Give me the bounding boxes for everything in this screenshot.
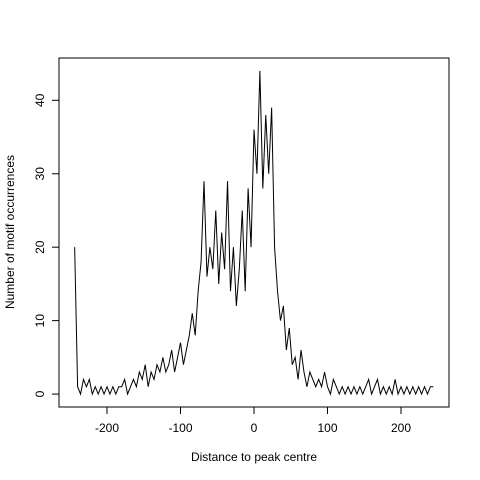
y-tick-label: 30 bbox=[33, 167, 47, 181]
data-line bbox=[74, 70, 434, 396]
x-tick-label: 200 bbox=[391, 421, 411, 435]
y-tick-label: 20 bbox=[33, 240, 47, 254]
y-tick-label: 40 bbox=[33, 93, 47, 107]
y-axis-label: Number of motif occurrences bbox=[3, 155, 17, 309]
y-tick-label: 0 bbox=[33, 390, 47, 397]
x-tick-label: -100 bbox=[168, 421, 192, 435]
x-tick-label: 100 bbox=[317, 421, 337, 435]
x-tick-label: -200 bbox=[95, 421, 119, 435]
x-axis-label: Distance to peak centre bbox=[191, 450, 317, 464]
x-tick-label: 0 bbox=[251, 421, 258, 435]
plot-frame bbox=[58, 57, 450, 408]
y-tick-label: 10 bbox=[33, 314, 47, 328]
